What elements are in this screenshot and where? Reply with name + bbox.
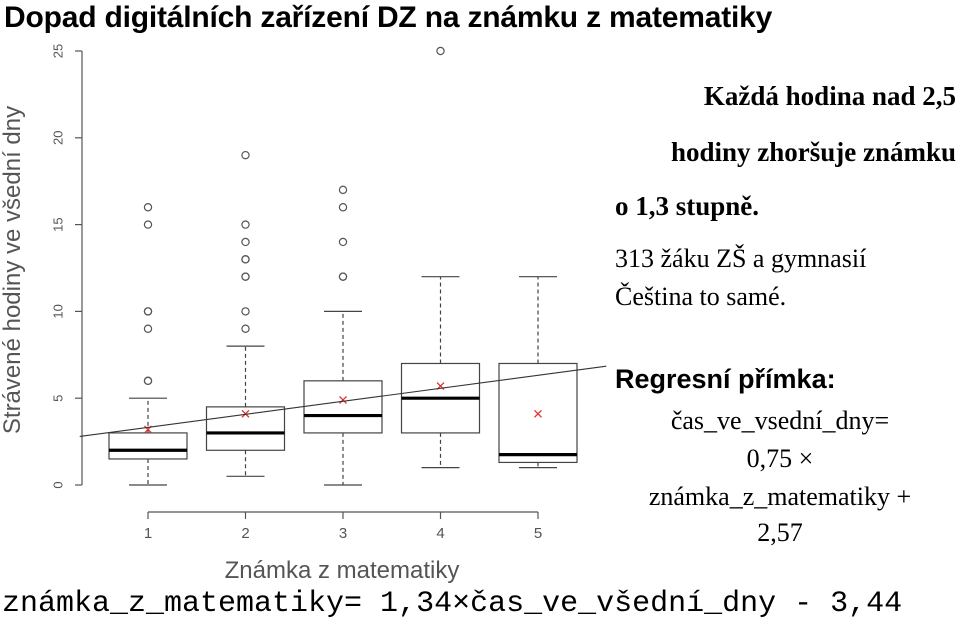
outlier-point	[143, 324, 153, 333]
regression-line	[79, 365, 607, 438]
x-axis-label: Známka z matematiky	[225, 557, 460, 584]
outlier-point	[338, 272, 348, 281]
outlier-point	[241, 324, 250, 333]
outlier-point	[338, 203, 348, 212]
note-sample: 313 žáku ZŠ a gymnasií	[615, 244, 867, 273]
box-rect	[303, 380, 383, 434]
regression-equation-line-1: čas_ve_vsední_dny=	[670, 406, 890, 435]
outlier-point	[143, 376, 153, 386]
outlier-point	[338, 237, 348, 247]
regression-line-group	[79, 365, 607, 438]
y-tick-label: 10	[51, 304, 66, 318]
outlier-point	[241, 237, 250, 247]
box-4	[400, 46, 481, 469]
y-tick-label: 0	[51, 481, 66, 488]
x-tick-label: 3	[339, 525, 347, 542]
outlier-point	[241, 255, 250, 264]
x-tick-label: 4	[436, 525, 444, 542]
x-tick-label: 5	[534, 525, 542, 542]
outlier-point	[143, 203, 153, 212]
outlier-point	[241, 272, 250, 281]
note-language: Čeština to samé.	[615, 282, 787, 311]
outlier-point	[436, 46, 445, 56]
y-axis: 0 5 10 15 20 25	[51, 44, 83, 489]
y-axis-label: Strávené hodiny ve všední dny	[0, 106, 26, 434]
regression-equation-line-4: 2,57	[757, 518, 803, 547]
y-tick-label: 25	[51, 44, 66, 58]
box-2	[205, 150, 286, 477]
mean-marker	[534, 409, 542, 418]
box-rect	[108, 432, 188, 460]
mean-marker-stroke	[534, 409, 542, 418]
outlier-point	[241, 220, 250, 229]
bottom-formula: známka_z_matematiky= 1,34×čas_ve_všední_…	[2, 587, 903, 621]
outlier-point	[241, 307, 250, 316]
page-title: Dopad digitálních zařízení DZ na známku …	[4, 1, 773, 34]
box-3	[303, 185, 383, 486]
x-tick-label: 2	[241, 525, 249, 542]
regression-equation-line-2: 0,75 ×	[746, 444, 814, 473]
outlier-point	[143, 220, 153, 229]
y-tick-label: 5	[51, 395, 66, 402]
outlier-point	[143, 307, 153, 316]
mean-marker	[339, 395, 347, 404]
outlier-point	[241, 150, 250, 160]
outlier-point	[338, 185, 348, 195]
box-1	[108, 203, 188, 486]
box-5	[498, 276, 578, 469]
y-tick-label: 20	[51, 131, 66, 145]
y-tick-label: 15	[51, 217, 66, 231]
note-bold-line-1: Každá hodina nad 2,5	[703, 81, 956, 111]
note-bold-line-2: hodiny zhoršuje známku	[670, 137, 956, 167]
x-axis: 1 2 3 4 5	[144, 511, 542, 542]
x-tick-label: 1	[144, 525, 152, 542]
regression-label: Regresní přímka:	[615, 364, 836, 394]
regression-equation-line-3: známka_z_matematiky +	[648, 482, 912, 511]
note-bold-line-3: o 1,3 stupně.	[615, 191, 760, 221]
boxes	[108, 46, 578, 486]
mean-marker-stroke	[339, 395, 347, 404]
